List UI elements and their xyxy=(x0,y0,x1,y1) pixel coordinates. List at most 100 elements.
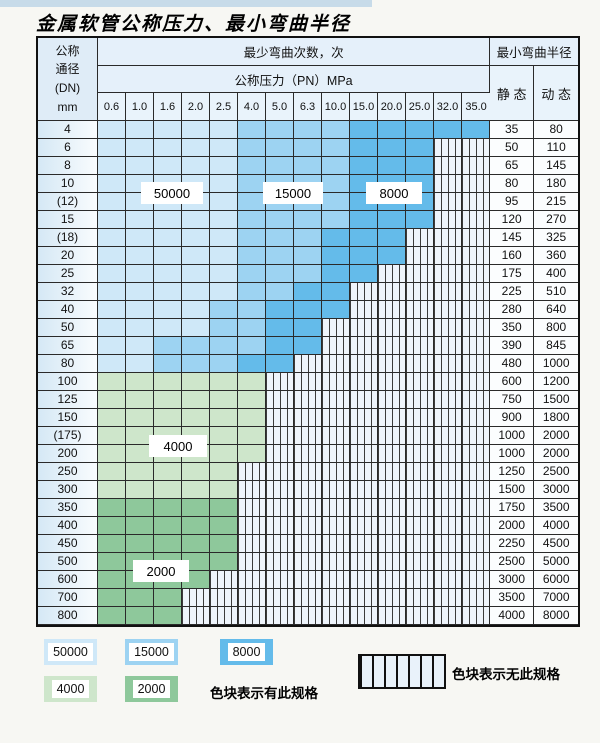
unavailable-spec-cell xyxy=(406,247,434,265)
pressure-column-header: 5.0 xyxy=(266,93,294,121)
available-spec-cell xyxy=(238,301,266,319)
unavailable-spec-cell xyxy=(322,553,350,571)
table-row: 500 2500 5000 xyxy=(38,553,579,571)
dynamic-radius-cell: 1500 xyxy=(534,391,579,409)
unavailable-spec-cell xyxy=(322,427,350,445)
available-spec-cell xyxy=(98,481,126,499)
available-spec-cell xyxy=(350,211,378,229)
static-radius-cell: 175 xyxy=(490,265,535,283)
available-spec-cell xyxy=(98,409,126,427)
available-spec-cell xyxy=(210,463,238,481)
dynamic-radius-cell: 1000 xyxy=(534,355,579,373)
nominal-pressure-header: 公称压力（PN）MPa xyxy=(98,66,491,93)
available-spec-cell xyxy=(98,463,126,481)
unavailable-spec-cell xyxy=(406,517,434,535)
unavailable-spec-cell xyxy=(350,535,378,553)
available-spec-cell xyxy=(182,463,210,481)
available-spec-cell xyxy=(294,265,322,283)
static-radius-cell: 65 xyxy=(490,157,535,175)
available-spec-cell xyxy=(210,517,238,535)
unavailable-spec-cell xyxy=(350,301,378,319)
available-spec-cell xyxy=(98,589,126,607)
available-spec-cell xyxy=(126,373,154,391)
unavailable-spec-cell xyxy=(462,301,491,319)
dn-cell: 80 xyxy=(38,355,98,373)
table-row: 600 3000 6000 xyxy=(38,571,579,589)
static-radius-cell: 2500 xyxy=(490,553,535,571)
available-spec-cell xyxy=(322,229,350,247)
static-radius-cell: 750 xyxy=(490,391,535,409)
available-spec-cell xyxy=(210,409,238,427)
dynamic-radius-cell: 6000 xyxy=(534,571,579,589)
unavailable-spec-cell xyxy=(434,301,462,319)
unavailable-spec-cell xyxy=(294,607,322,625)
unavailable-spec-cell xyxy=(294,427,322,445)
unavailable-spec-cell xyxy=(266,535,294,553)
unavailable-spec-cell xyxy=(322,589,350,607)
available-spec-cell xyxy=(406,139,434,157)
available-spec-cell xyxy=(126,319,154,337)
available-spec-cell xyxy=(294,139,322,157)
dn-cell: 200 xyxy=(38,445,98,463)
dn-cell: 250 xyxy=(38,463,98,481)
available-spec-cell xyxy=(126,535,154,553)
unavailable-spec-cell xyxy=(434,535,462,553)
table-row: 125 750 1500 xyxy=(38,391,579,409)
unavailable-spec-cell xyxy=(350,571,378,589)
available-spec-cell xyxy=(182,373,210,391)
dynamic-radius-cell: 7000 xyxy=(534,589,579,607)
available-spec-cell xyxy=(266,247,294,265)
unavailable-spec-cell xyxy=(350,445,378,463)
unavailable-spec-cell xyxy=(462,607,491,625)
dynamic-radius-cell: 4000 xyxy=(534,517,579,535)
unavailable-spec-cell xyxy=(322,391,350,409)
unavailable-spec-cell xyxy=(238,571,266,589)
legend-swatch-4000: 4000 xyxy=(44,676,97,702)
available-spec-cell xyxy=(322,247,350,265)
available-spec-cell xyxy=(126,229,154,247)
dynamic-radius-cell: 4500 xyxy=(534,535,579,553)
unavailable-spec-cell xyxy=(266,391,294,409)
available-spec-cell xyxy=(98,607,126,625)
available-spec-cell xyxy=(98,157,126,175)
unavailable-spec-cell xyxy=(434,229,462,247)
available-spec-cell xyxy=(238,337,266,355)
unavailable-spec-cell xyxy=(350,481,378,499)
available-spec-cell xyxy=(182,265,210,283)
unavailable-spec-cell xyxy=(434,607,462,625)
table-row: (175) 1000 2000 xyxy=(38,427,579,445)
available-spec-cell xyxy=(98,571,126,589)
available-spec-cell xyxy=(154,265,182,283)
unavailable-spec-cell xyxy=(238,517,266,535)
dn-cell: 8 xyxy=(38,157,98,175)
unavailable-spec-cell xyxy=(406,535,434,553)
corner-line-1: 公称 xyxy=(55,43,80,58)
dn-cell: 25 xyxy=(38,265,98,283)
dn-cell: 350 xyxy=(38,499,98,517)
available-spec-cell xyxy=(182,337,210,355)
static-radius-cell: 80 xyxy=(490,175,535,193)
unavailable-spec-cell xyxy=(266,373,294,391)
unavailable-spec-cell xyxy=(294,409,322,427)
pressure-column-header: 1.0 xyxy=(126,93,154,121)
unavailable-spec-cell xyxy=(462,391,491,409)
available-spec-cell xyxy=(182,391,210,409)
available-spec-cell xyxy=(210,337,238,355)
available-spec-cell xyxy=(350,247,378,265)
dynamic-radius-cell: 1800 xyxy=(534,409,579,427)
available-spec-cell xyxy=(126,121,154,139)
available-spec-cell xyxy=(98,283,126,301)
table-row: 800 4000 8000 xyxy=(38,607,579,625)
unavailable-spec-cell xyxy=(378,571,406,589)
unavailable-spec-cell xyxy=(350,463,378,481)
available-spec-cell xyxy=(98,175,126,193)
dynamic-radius-cell: 215 xyxy=(534,193,579,211)
unavailable-spec-cell xyxy=(462,517,491,535)
unavailable-spec-cell xyxy=(462,283,491,301)
unavailable-spec-cell xyxy=(406,553,434,571)
dynamic-radius-cell: 2500 xyxy=(534,463,579,481)
unavailable-spec-cell xyxy=(294,553,322,571)
unavailable-spec-cell xyxy=(406,571,434,589)
available-spec-cell xyxy=(266,139,294,157)
dynamic-radius-cell: 360 xyxy=(534,247,579,265)
